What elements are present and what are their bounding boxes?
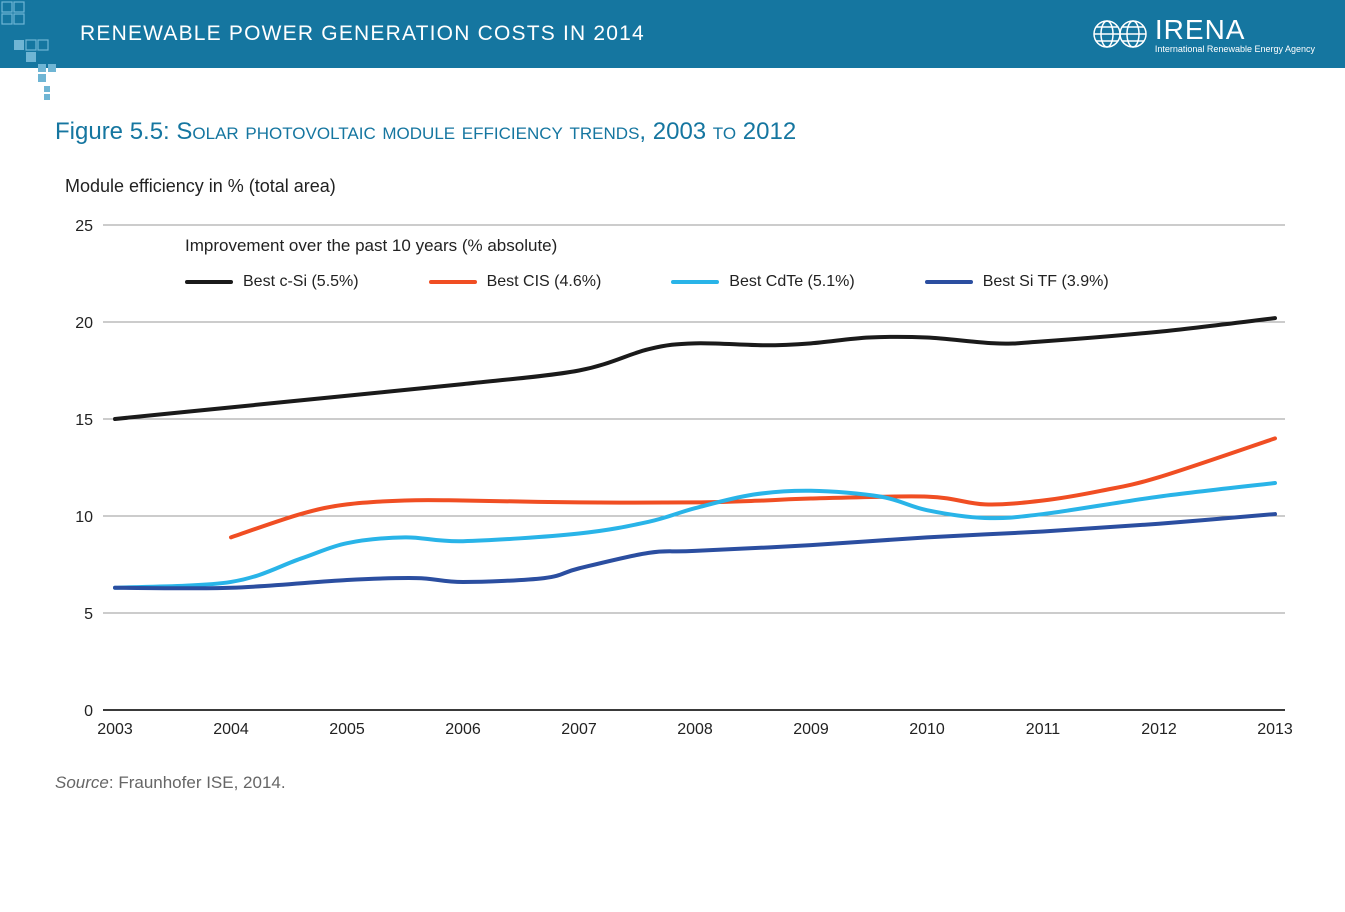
header-title: RENEWABLE POWER GENERATION COSTS IN 2014 <box>80 22 645 46</box>
svg-text:2006: 2006 <box>445 721 481 738</box>
svg-text:2005: 2005 <box>329 721 365 738</box>
svg-text:0: 0 <box>84 703 93 720</box>
svg-text:25: 25 <box>75 218 93 235</box>
source-citation: Source: Fraunhofer ISE, 2014. <box>55 773 1345 793</box>
source-text: : Fraunhofer ISE, 2014. <box>109 773 286 792</box>
y-axis-label: Module efficiency in % (total area) <box>65 176 1290 197</box>
chart-plot: 0 5 10 15 20 25 2003 2004 2005 2006 2007 2008 2009 20… <box>55 215 1290 745</box>
svg-text:2013: 2013 <box>1257 721 1293 738</box>
figure-title-text: Solar photovoltaic module efficiency tre… <box>170 118 796 145</box>
svg-text:2003: 2003 <box>97 721 133 738</box>
figure-title: Figure 5.5: Solar photovoltaic module ef… <box>55 118 1345 146</box>
chart-svg: 0 5 10 15 20 25 2003 2004 2005 2006 2007 2008 2009 20… <box>55 215 1315 750</box>
corner-decoration-icon <box>0 0 70 130</box>
svg-text:2007: 2007 <box>561 721 597 738</box>
logo-text: IRENA International Renewable Energy Age… <box>1155 14 1315 54</box>
globe-icon <box>1093 17 1149 51</box>
svg-text:2010: 2010 <box>909 721 945 738</box>
irena-logo: IRENA International Renewable Energy Age… <box>1093 14 1315 54</box>
figure-number: Figure 5.5: <box>55 118 170 145</box>
svg-text:2008: 2008 <box>677 721 713 738</box>
svg-text:2011: 2011 <box>1026 721 1061 738</box>
source-label: Source <box>55 773 109 792</box>
svg-text:15: 15 <box>75 412 93 429</box>
svg-text:2009: 2009 <box>793 721 829 738</box>
logo-main: IRENA <box>1155 14 1246 45</box>
svg-text:2012: 2012 <box>1141 721 1177 738</box>
svg-text:5: 5 <box>84 606 93 623</box>
logo-sub: International Renewable Energy Agency <box>1155 44 1315 54</box>
chart-container: Module efficiency in % (total area) Impr… <box>55 176 1290 745</box>
svg-text:20: 20 <box>75 315 93 332</box>
svg-text:10: 10 <box>75 509 93 526</box>
page-header: RENEWABLE POWER GENERATION COSTS IN 2014… <box>0 0 1345 68</box>
svg-text:2004: 2004 <box>213 721 249 738</box>
